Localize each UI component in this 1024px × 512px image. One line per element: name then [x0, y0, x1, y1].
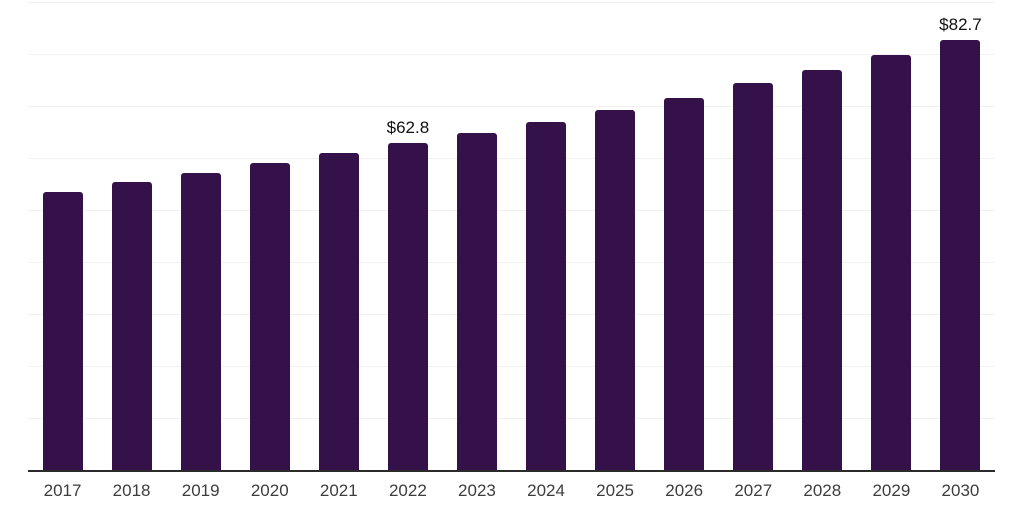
- gridline-70: [28, 106, 995, 107]
- bar-2018: [111, 182, 152, 470]
- x-tick-2025: 2025: [596, 481, 635, 500]
- bar-2017: [42, 192, 83, 470]
- data-label-2030: $82.7: [939, 14, 982, 34]
- x-tick-2029: 2029: [872, 481, 911, 500]
- bar-2023: [456, 132, 497, 470]
- bar-2029: [871, 54, 912, 470]
- x-tick-2022: 2022: [388, 481, 427, 500]
- x-tick-2019: 2019: [181, 481, 220, 500]
- bar-2027: [733, 82, 774, 470]
- gridline-90: [28, 2, 995, 3]
- bar-2019: [180, 172, 221, 470]
- gridline-10: [28, 418, 995, 419]
- x-tick-2018: 2018: [112, 481, 151, 500]
- x-tick-2020: 2020: [250, 481, 289, 500]
- x-tick-2017: 2017: [43, 481, 82, 500]
- bar-2024: [526, 122, 567, 470]
- x-tick-2027: 2027: [734, 481, 773, 500]
- bar-2028: [802, 69, 843, 470]
- bar-2030: [940, 39, 981, 470]
- bar-2025: [595, 109, 636, 470]
- bar-2022: [387, 143, 428, 470]
- bar-2020: [249, 162, 290, 470]
- x-tick-2030: 2030: [941, 481, 980, 500]
- x-tick-2023: 2023: [458, 481, 496, 500]
- gridline-80: [28, 54, 995, 55]
- bar-2021: [318, 153, 359, 470]
- plot-area: $62.8 $82.7: [28, 2, 995, 472]
- gridline-30: [28, 314, 995, 315]
- bar-2026: [664, 97, 705, 470]
- x-tick-2028: 2028: [803, 481, 842, 500]
- x-tick-2024: 2024: [527, 481, 565, 500]
- x-axis: 2017 2018 2019 2020 2021 2022 2023 2024 2025 2026…: [28, 481, 995, 507]
- gridline-50: [28, 210, 995, 211]
- gridline-40: [28, 262, 995, 263]
- data-label-2022: $62.8: [386, 118, 430, 138]
- x-tick-2021: 2021: [319, 481, 358, 500]
- x-tick-2026: 2026: [665, 481, 704, 500]
- gridline-20: [28, 366, 995, 367]
- gridline-60: [28, 158, 995, 159]
